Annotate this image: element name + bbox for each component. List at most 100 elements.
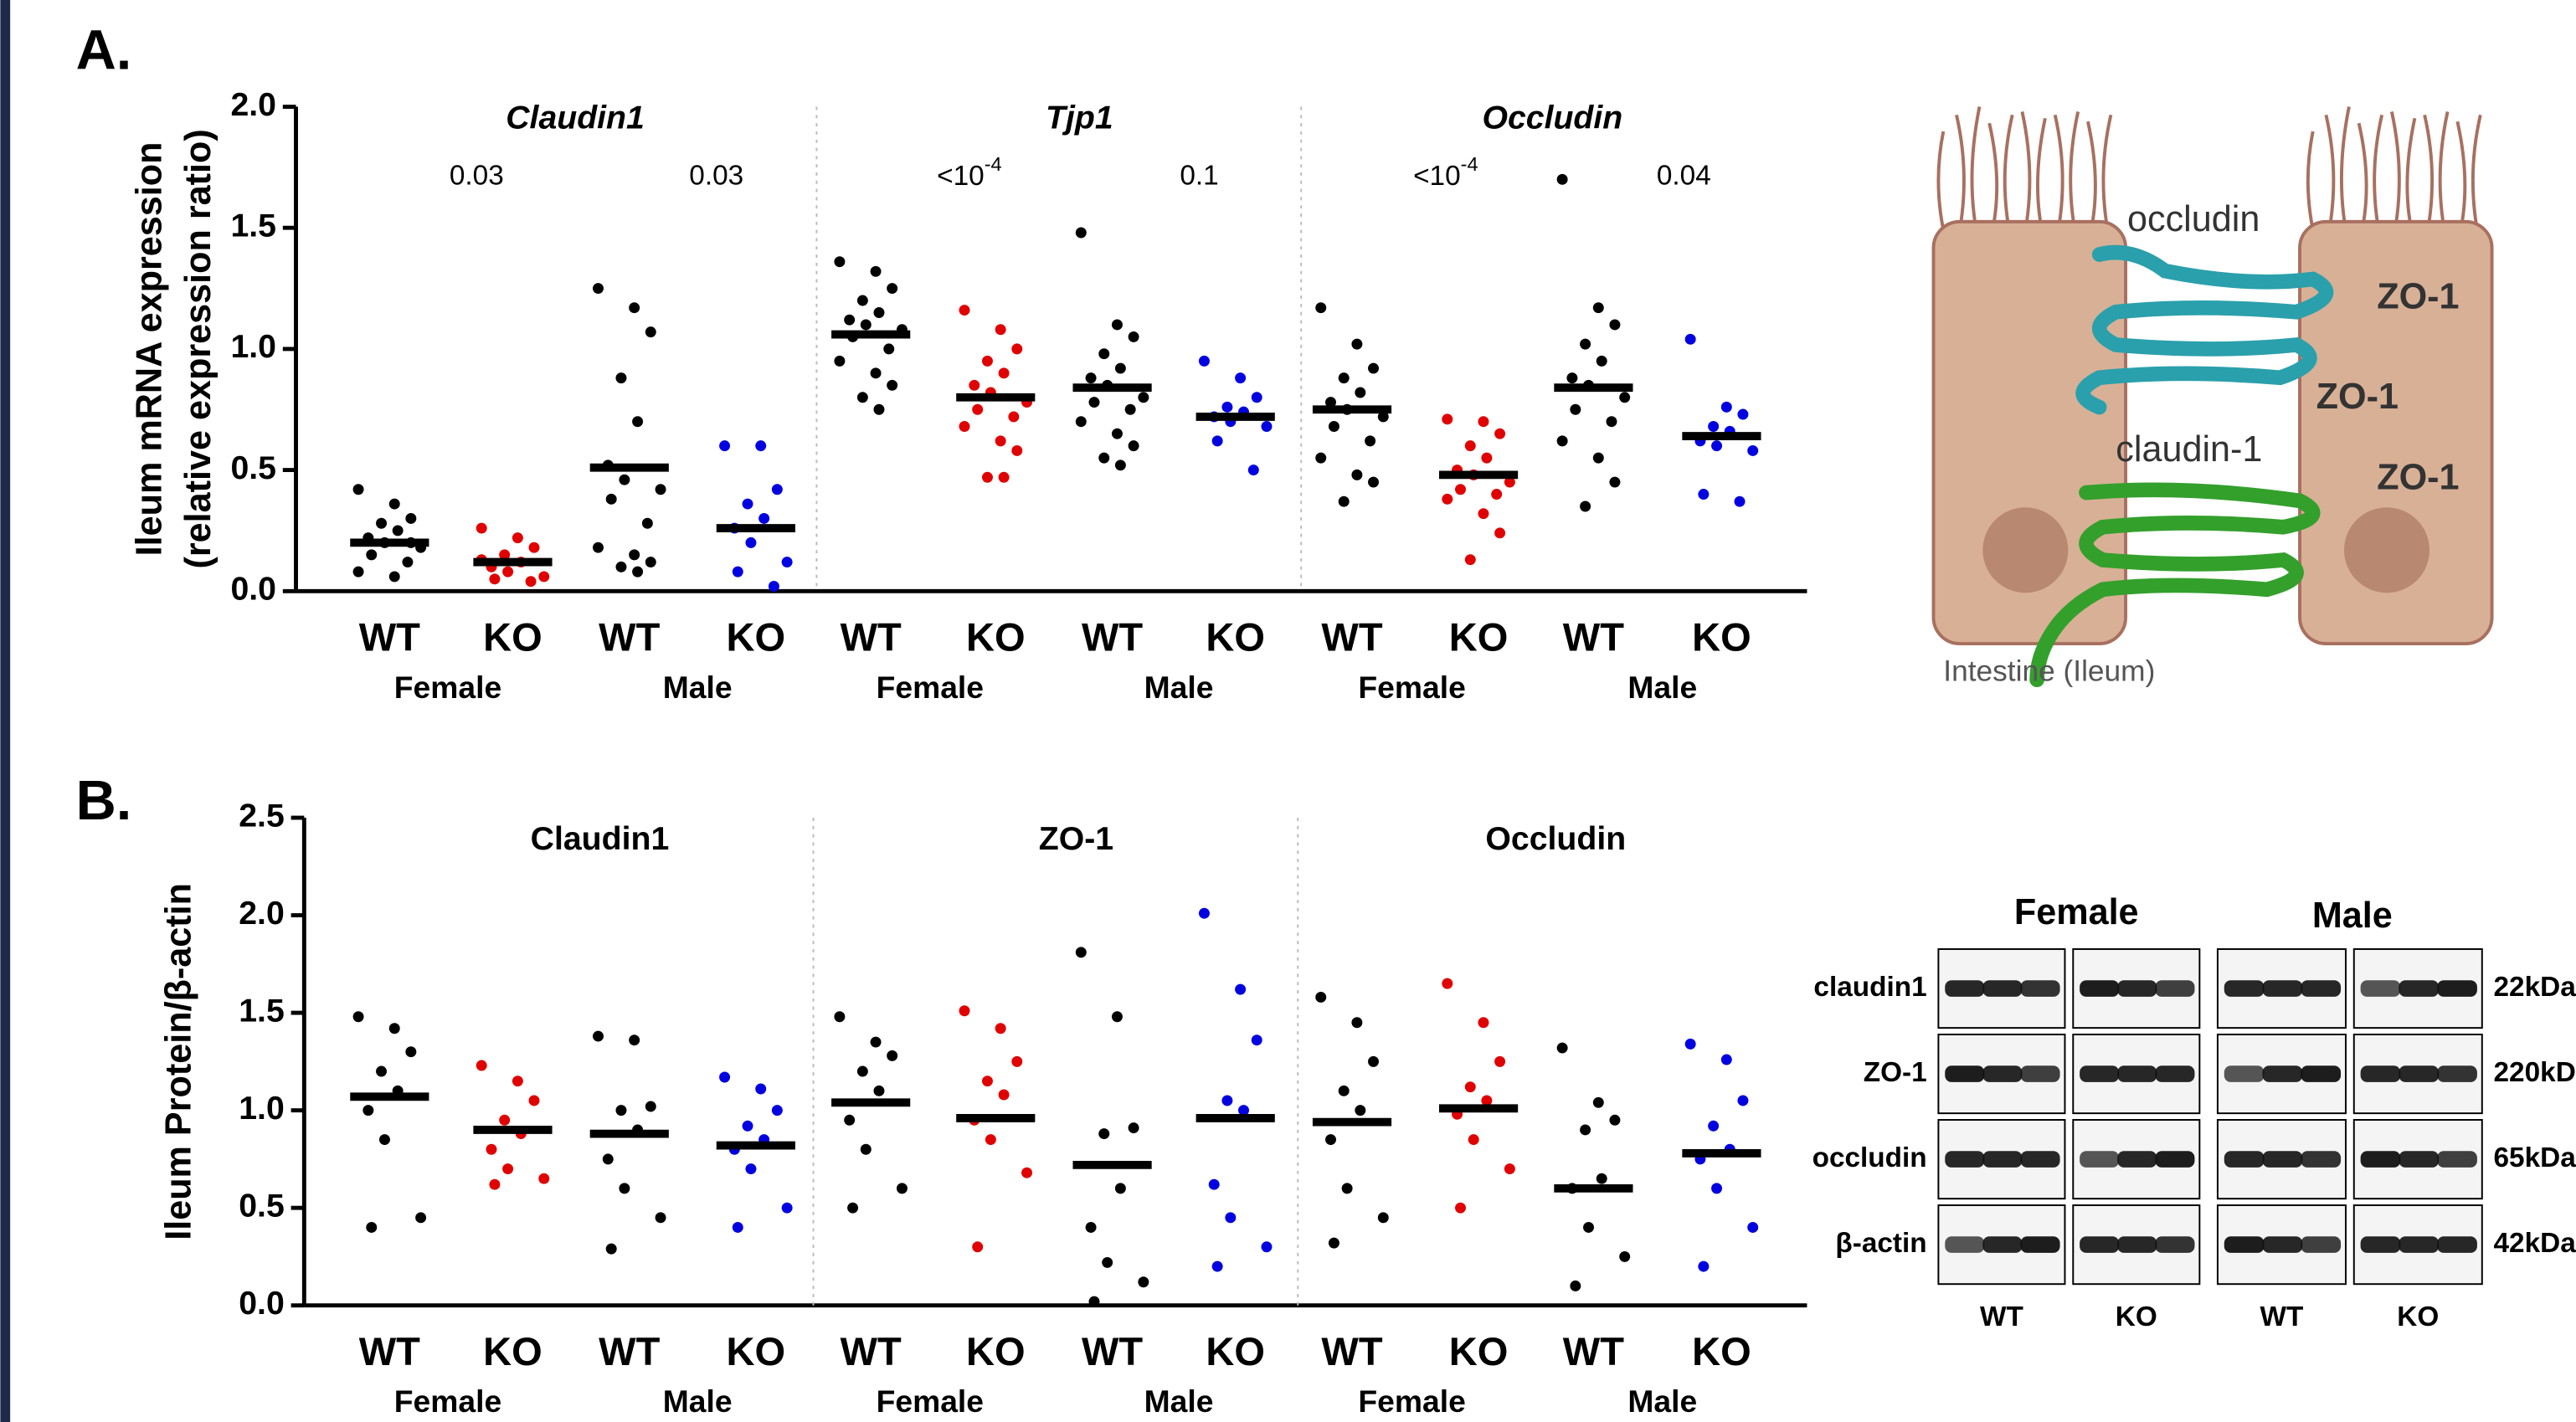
data-point — [781, 557, 793, 568]
data-point — [1747, 444, 1759, 456]
data-point — [745, 536, 757, 548]
data-point — [896, 1183, 908, 1194]
data-point — [870, 367, 882, 379]
data-point — [1481, 452, 1493, 464]
blot-sex: Female — [2014, 892, 2139, 932]
blot-band — [2224, 1236, 2265, 1253]
data-point — [1198, 355, 1210, 367]
x-tick-label: KO — [483, 615, 542, 660]
data-point — [1247, 465, 1259, 476]
data-point — [768, 581, 779, 592]
blot-band — [2262, 980, 2303, 997]
blot-band — [2360, 1065, 2401, 1082]
panel-title: Tjp1 — [1046, 100, 1113, 136]
data-point — [998, 367, 1010, 379]
blot-band — [2399, 1065, 2440, 1082]
data-point — [847, 1202, 859, 1214]
data-point — [1338, 495, 1350, 507]
data-point — [1251, 392, 1262, 403]
data-point — [995, 1023, 1006, 1034]
p-value: 0.03 — [450, 161, 504, 192]
data-point — [1114, 1183, 1126, 1194]
blot-size: 22kDa — [2494, 972, 2576, 1003]
data-point — [1351, 338, 1363, 350]
data-point — [887, 379, 898, 391]
data-point — [1566, 372, 1578, 384]
data-point — [1737, 408, 1749, 420]
sex-label: Female — [877, 670, 984, 705]
data-point — [1720, 1054, 1732, 1065]
data-point — [1570, 403, 1581, 415]
data-point — [1355, 1105, 1366, 1117]
data-point — [1720, 401, 1732, 413]
data-point — [376, 517, 388, 529]
data-point — [528, 1095, 540, 1106]
blot-band — [2020, 980, 2060, 997]
data-point — [781, 1202, 793, 1214]
data-point — [844, 314, 856, 326]
occludin-strand — [2075, 244, 2333, 415]
data-point — [1315, 452, 1327, 464]
data-point — [388, 498, 400, 510]
data-point — [1338, 372, 1350, 384]
data-point — [834, 1011, 846, 1023]
p-value-exponent: -4 — [1461, 153, 1478, 175]
blot-band — [2080, 1065, 2120, 1082]
p-value: 0.03 — [689, 161, 743, 192]
blot-band — [2399, 1236, 2440, 1253]
data-point — [1075, 416, 1087, 428]
y-tick-label: 2.0 — [239, 895, 285, 932]
data-point — [1596, 1173, 1607, 1184]
data-point — [1098, 1128, 1110, 1140]
data-point — [655, 484, 666, 495]
data-point — [998, 471, 1010, 483]
data-point — [1580, 338, 1591, 350]
data-point — [528, 542, 540, 553]
data-point — [1504, 1163, 1515, 1175]
sex-label: Female — [394, 670, 501, 705]
y-axis-label: (relative expression ratio) — [178, 129, 219, 568]
diagram-label: ZO-1 — [2377, 457, 2459, 497]
data-point — [1556, 173, 1568, 185]
data-point — [629, 549, 640, 561]
data-point — [732, 1222, 743, 1233]
data-point — [1478, 1017, 1489, 1029]
data-point — [844, 1114, 856, 1126]
y-tick-label: 1.0 — [230, 328, 276, 365]
blot-size: 42kDa — [2494, 1228, 2576, 1259]
data-point — [719, 440, 731, 452]
x-tick-label: KO — [1692, 1329, 1751, 1373]
data-point — [1221, 1095, 1233, 1106]
data-point — [1341, 1183, 1353, 1194]
data-point — [1708, 1120, 1720, 1132]
data-point — [1737, 1095, 1749, 1106]
sex-label: Male — [1627, 1383, 1697, 1419]
data-point — [1468, 1134, 1479, 1146]
panel-title: Claudin1 — [531, 820, 670, 857]
blot-band — [2437, 1151, 2477, 1168]
data-point — [376, 1065, 388, 1077]
data-point — [1221, 401, 1233, 413]
claudin-strand — [2029, 482, 2321, 688]
data-point — [1556, 1042, 1568, 1054]
blot-band — [2437, 980, 2477, 997]
data-point — [959, 305, 970, 316]
blot-row-label: β-actin — [1835, 1228, 1926, 1259]
data-point — [1442, 493, 1453, 505]
data-point — [632, 416, 644, 428]
data-point — [1606, 416, 1617, 428]
data-point — [1128, 440, 1139, 452]
data-point — [1235, 372, 1247, 384]
blot-band — [2155, 980, 2195, 997]
data-point — [1494, 428, 1506, 439]
blot-band — [1982, 1151, 2023, 1168]
data-point — [981, 355, 993, 367]
data-point — [998, 1089, 1010, 1101]
y-tick-label: 1.5 — [230, 208, 276, 244]
panel-title: Claudin1 — [506, 100, 645, 136]
diagram-caption: Intestine (Ileum) — [1943, 655, 2155, 688]
blot-band — [2301, 1065, 2342, 1082]
data-point — [1098, 348, 1110, 360]
data-point — [1609, 476, 1621, 488]
p-value: 0.04 — [1657, 161, 1711, 192]
